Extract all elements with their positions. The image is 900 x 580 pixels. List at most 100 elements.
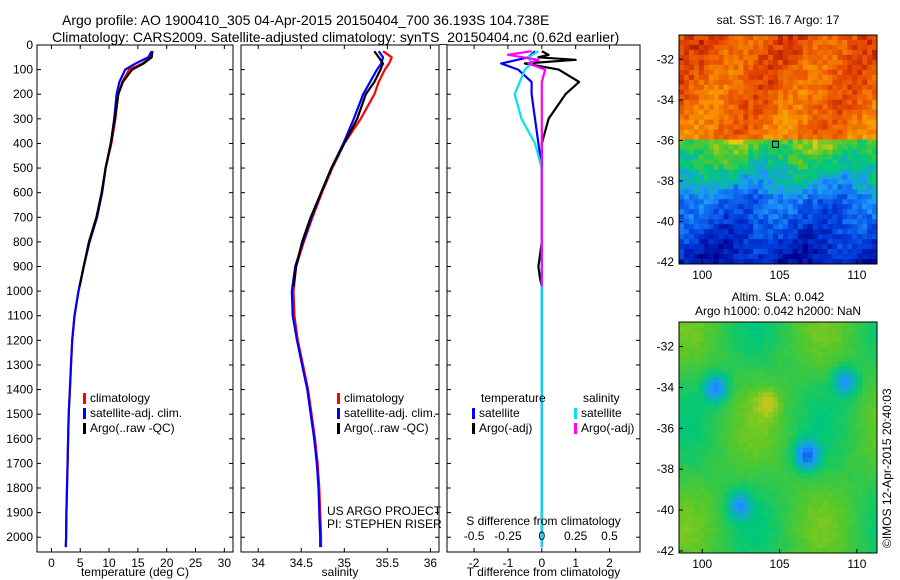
map-cell <box>713 467 720 474</box>
map-cell <box>713 164 720 171</box>
map-cell <box>758 99 764 106</box>
map-cell <box>817 462 824 469</box>
map-cell <box>872 64 877 71</box>
map-cell <box>857 467 863 474</box>
map-cell <box>872 472 877 479</box>
map-cell <box>797 224 804 230</box>
map-cell <box>753 442 759 449</box>
map-cell <box>713 35 720 41</box>
diff-legend-label: satellite <box>581 406 622 420</box>
map-cell <box>703 219 710 225</box>
difference-series-line <box>523 50 581 287</box>
depth-tick-label: 1900 <box>6 506 33 520</box>
map-cell <box>743 134 749 141</box>
map-cell <box>862 427 868 434</box>
map-cell <box>792 347 799 353</box>
map-cell <box>748 99 754 106</box>
map-cell <box>693 442 700 449</box>
map-cell <box>812 362 819 368</box>
map-cell <box>787 194 794 200</box>
map-cell <box>743 94 749 101</box>
map-cell <box>748 69 754 76</box>
map-cell <box>792 184 799 190</box>
map-cell <box>773 397 779 403</box>
map-cell <box>713 332 720 338</box>
map-cell <box>679 234 685 240</box>
map-cell <box>827 209 834 215</box>
map-cell <box>713 214 720 220</box>
map-cell <box>743 254 749 260</box>
map-cell <box>822 199 829 205</box>
map-cell <box>797 259 804 264</box>
map-cell <box>827 159 834 166</box>
map-cell <box>822 64 829 71</box>
map-cell <box>713 387 720 393</box>
map-cell <box>817 94 824 101</box>
map-cell <box>718 397 725 403</box>
map-cell <box>807 239 814 245</box>
map-cell <box>847 407 853 413</box>
map-cell <box>718 517 725 524</box>
map-cell <box>778 432 784 439</box>
map-cell <box>679 392 685 398</box>
map-cell <box>782 437 789 444</box>
map-cell <box>842 492 848 499</box>
map-cell <box>713 497 720 504</box>
map-cell <box>827 134 834 141</box>
map-cell <box>867 234 873 240</box>
map-cell <box>862 372 868 378</box>
map-cell <box>768 69 774 76</box>
map-cell <box>842 224 848 230</box>
map-cell <box>832 99 838 106</box>
map-cell <box>738 492 744 499</box>
map-cell <box>827 119 834 126</box>
map-cell <box>837 229 843 235</box>
map-cell <box>763 184 769 190</box>
map-cell <box>872 437 877 444</box>
depth-tick-label: 100 <box>13 63 33 77</box>
map-cell <box>787 199 794 205</box>
map-cell <box>778 412 784 419</box>
map-cell <box>852 482 858 489</box>
map-cell <box>698 387 705 393</box>
map-cell <box>733 224 739 230</box>
map-cell <box>797 367 804 373</box>
map-cell <box>688 392 695 398</box>
map-cell <box>728 199 735 205</box>
map-cell <box>802 169 809 175</box>
map-cell <box>758 144 764 151</box>
depth-tick-label: 300 <box>13 112 33 126</box>
map-cell <box>733 362 739 368</box>
map-cell <box>708 502 715 509</box>
map-cell <box>743 457 749 464</box>
map-cell <box>872 149 877 156</box>
map-cell <box>817 382 824 388</box>
map-cell <box>847 537 853 544</box>
map-cell <box>748 44 754 51</box>
map-cell <box>872 427 877 434</box>
map-cell <box>718 432 725 439</box>
map-cell <box>872 357 877 363</box>
map-cell <box>872 109 877 116</box>
map-cell <box>807 492 814 499</box>
map-cell <box>857 412 863 419</box>
map-cell <box>872 482 877 489</box>
map-cell <box>872 74 877 81</box>
map-cell <box>792 119 799 126</box>
map-cell <box>698 139 705 146</box>
map-cell <box>768 357 774 363</box>
map-cell <box>718 109 725 116</box>
map-cell <box>778 199 784 205</box>
map-cell <box>837 39 843 46</box>
map-cell <box>817 422 824 429</box>
map-cell <box>792 507 799 514</box>
map-cell <box>773 327 779 333</box>
map-cell <box>802 54 809 61</box>
map-cell <box>812 59 819 66</box>
map-cell <box>797 79 804 86</box>
map-cell <box>778 507 784 514</box>
map-cell <box>797 327 804 333</box>
depth-tick-label: 600 <box>13 186 33 200</box>
map-cell <box>827 412 834 419</box>
map-cell <box>753 412 759 419</box>
